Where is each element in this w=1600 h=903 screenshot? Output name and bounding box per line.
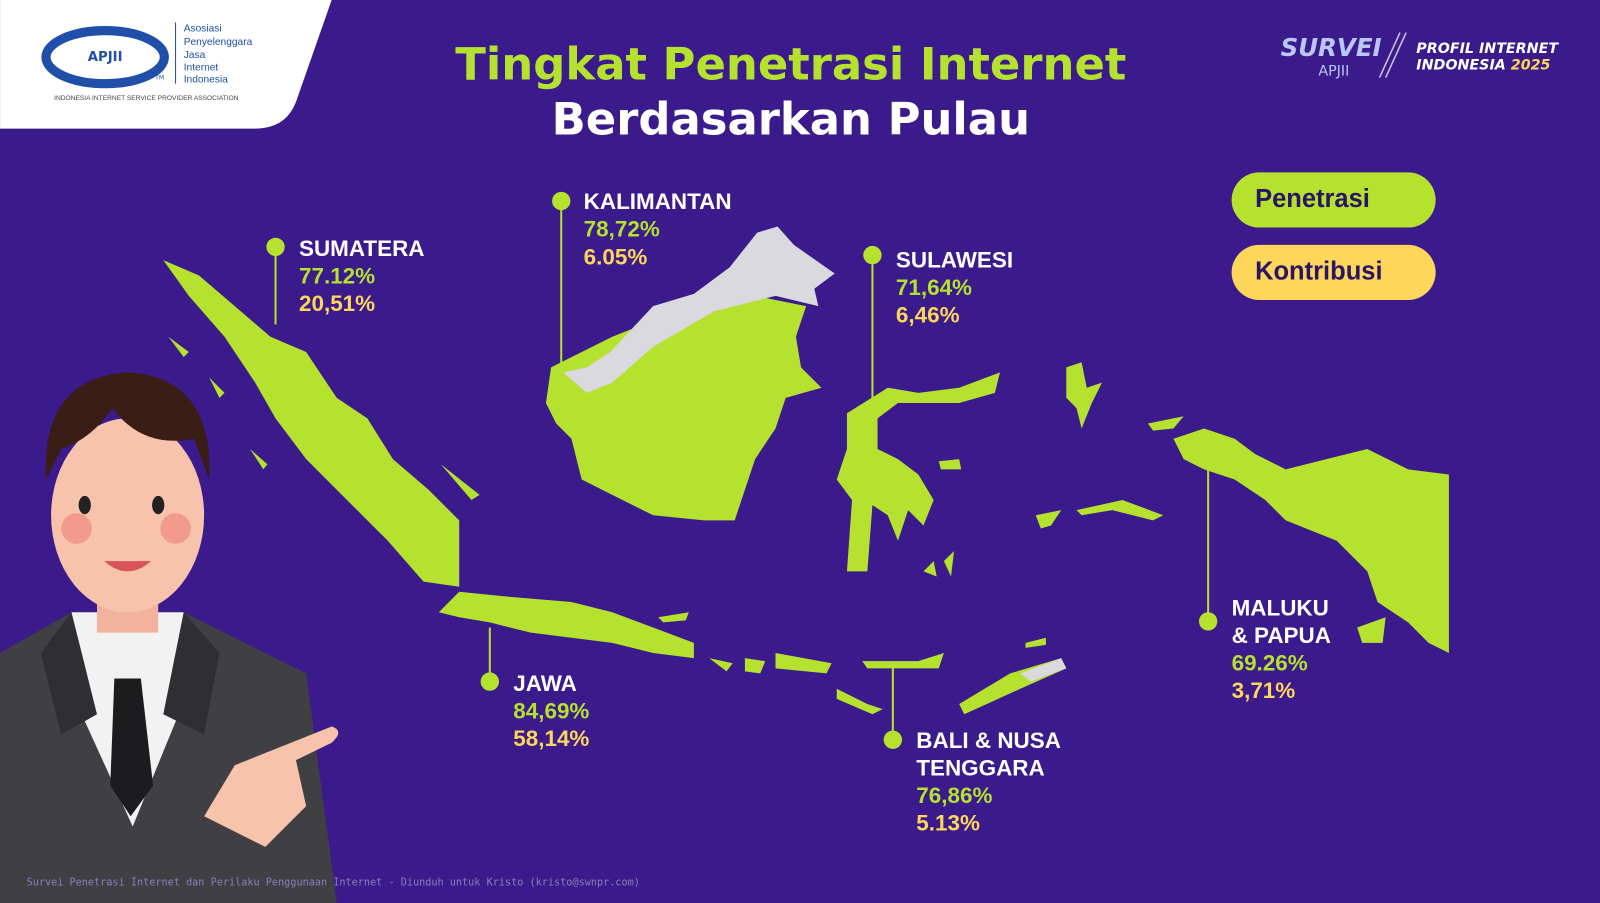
hand: [204, 726, 339, 847]
region-penetration: 69.26%: [1232, 650, 1308, 675]
region-contribution: 6.05%: [584, 244, 648, 269]
region-name: JAWA: [513, 671, 577, 696]
title-line2: Berdasarkan Pulau: [552, 93, 1030, 146]
hair: [45, 372, 210, 480]
mouth: [104, 561, 152, 572]
island-shape: [709, 658, 733, 672]
island-shape: [744, 658, 766, 674]
logo-line: Internet: [184, 62, 219, 73]
region-penetration: 71,64%: [896, 275, 972, 300]
logo-line: Indonesia: [184, 75, 229, 86]
region-name: MALUKU: [1232, 595, 1329, 620]
brand-country: INDONESIA: [1416, 57, 1506, 73]
region-contribution: 6,46%: [896, 302, 960, 327]
cheek: [160, 513, 191, 544]
island-shape: [440, 464, 480, 500]
logo-tm: TM: [154, 75, 164, 82]
eye: [78, 495, 91, 515]
island-shape: [1147, 416, 1184, 431]
logo-line: Jasa: [184, 50, 206, 61]
island-shape: [1035, 510, 1062, 529]
island-shape: [862, 653, 944, 669]
region-name: BALI & NUSA: [916, 728, 1061, 753]
pins: [266, 191, 1218, 749]
brand-survei: SURVEI: [1281, 33, 1382, 62]
brand-apjii: APJII: [1318, 64, 1349, 80]
region-penetration: 78,72%: [584, 217, 660, 242]
malaysia-shape: [563, 226, 835, 393]
region-name: & PAPUA: [1232, 623, 1331, 648]
lapel: [40, 612, 97, 735]
region-penetration: 76,86%: [916, 783, 992, 808]
title-line1: Tingkat Penetrasi Internet: [455, 38, 1126, 91]
region-contribution: 20,51%: [299, 291, 375, 316]
island-shape: [658, 612, 689, 623]
island-shape: [923, 561, 937, 577]
region-name: SULAWESI: [896, 247, 1013, 272]
face: [51, 418, 205, 613]
map: [163, 226, 1449, 715]
region-penetration: 84,69%: [513, 698, 589, 723]
brand-year: 2025: [1511, 57, 1551, 73]
brand-line1: PROFIL INTERNET: [1416, 41, 1559, 57]
jawa-shape: [438, 591, 694, 659]
sumatera-shape: [163, 260, 460, 587]
cheek: [61, 513, 92, 544]
island-shape: [836, 688, 883, 715]
sulawesi-shape: [836, 372, 1000, 572]
person-illustration: [0, 372, 339, 903]
island-shape: [1076, 499, 1164, 521]
logo-line: Asosiasi: [184, 24, 222, 35]
logo-ring: [41, 26, 169, 89]
pin-dot: [883, 730, 903, 749]
island-shape: [209, 377, 225, 398]
logo-line: Penyelenggara: [184, 37, 253, 48]
island-shape: [775, 653, 832, 674]
island-shape: [1357, 617, 1386, 643]
region-contribution: 5.13%: [916, 811, 980, 836]
island-shape: [1025, 637, 1046, 648]
pin-dot: [480, 672, 499, 691]
region-contribution: 3,71%: [1232, 678, 1296, 703]
island-shape: [250, 448, 268, 470]
region-name: SUMATERA: [299, 236, 424, 261]
pin-dot: [1198, 612, 1218, 631]
brand-line2: INDONESIA 2025: [1416, 57, 1550, 73]
pin-dot: [552, 191, 571, 211]
region-name: KALIMANTAN: [584, 189, 732, 214]
pin-dot: [266, 237, 285, 257]
footer-note: Survei Penetrasi Internet dan Perilaku P…: [27, 878, 640, 889]
papua-shape: [1173, 428, 1449, 654]
legend-pill: [1231, 172, 1436, 228]
region-name: TENGGARA: [916, 755, 1044, 780]
legend-pill: [1231, 244, 1436, 300]
island-shape: [943, 550, 955, 577]
tie: [110, 678, 154, 817]
eye: [152, 495, 165, 515]
brand-slash: [1378, 32, 1407, 78]
pin-dot: [863, 245, 882, 265]
island-shape: [938, 459, 962, 470]
logo-name: APJII: [88, 50, 123, 65]
region-labels: SUMATERA 77.12% 20,51% KALIMANTAN 78,72%…: [299, 189, 1331, 835]
legend-label: Penetrasi: [1255, 185, 1370, 213]
lapel: [163, 612, 220, 735]
region-contribution: 58,14%: [513, 726, 589, 751]
maluku-shape: [1066, 362, 1103, 429]
timor-leste-shape: [1020, 658, 1067, 682]
region-penetration: 77.12%: [299, 264, 375, 289]
logo-tagline: INDONESIA INTERNET SERVICE PROVIDER ASSO…: [54, 95, 239, 102]
island-shape: [168, 336, 189, 358]
legend-label: Kontribusi: [1255, 258, 1383, 286]
